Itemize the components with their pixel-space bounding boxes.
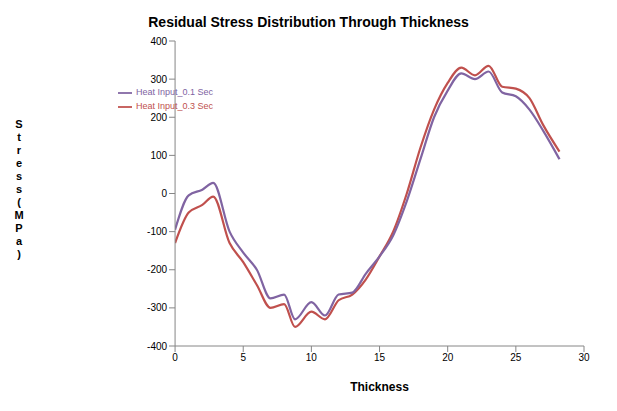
html-text:r: r [16, 144, 22, 156]
html-text:s: s [15, 183, 23, 195]
html-text:Heat Input_0.3 Sec: Heat Input_0.3 Sec [136, 101, 214, 112]
svg-text:-100: -100 [147, 226, 167, 237]
svg-text:0: 0 [172, 352, 178, 363]
svg-text:15: 15 [374, 352, 386, 363]
html-text:s: s [15, 170, 23, 182]
svg-text:400: 400 [150, 36, 167, 47]
html-text:Residual Stress Distribution T: Residual Stress Distribution Through Thi… [148, 14, 469, 30]
html-text:P: P [15, 222, 23, 234]
svg-text:25: 25 [510, 352, 522, 363]
svg-text:100: 100 [150, 150, 167, 161]
svg-text:30: 30 [578, 352, 590, 363]
html-text:M: M [14, 209, 24, 221]
svg-text:-400: -400 [147, 341, 167, 352]
svg-text:20: 20 [442, 352, 454, 363]
html-text:t: t [17, 131, 21, 143]
svg-text:Thickness: Thickness [350, 380, 409, 394]
svg-text:-300: -300 [147, 302, 167, 313]
svg-text:0: 0 [162, 188, 168, 199]
svg-text:200: 200 [150, 112, 167, 123]
html-text:Heat Input_0.1 Sec: Heat Input_0.1 Sec [136, 87, 214, 98]
svg-text:5: 5 [240, 352, 246, 363]
svg-text:-200: -200 [147, 264, 167, 275]
svg-text:10: 10 [306, 352, 318, 363]
html-text:a: a [15, 235, 23, 247]
html-text:e: e [15, 157, 23, 169]
svg-text:300: 300 [150, 74, 167, 85]
html-text:S: S [15, 118, 23, 130]
